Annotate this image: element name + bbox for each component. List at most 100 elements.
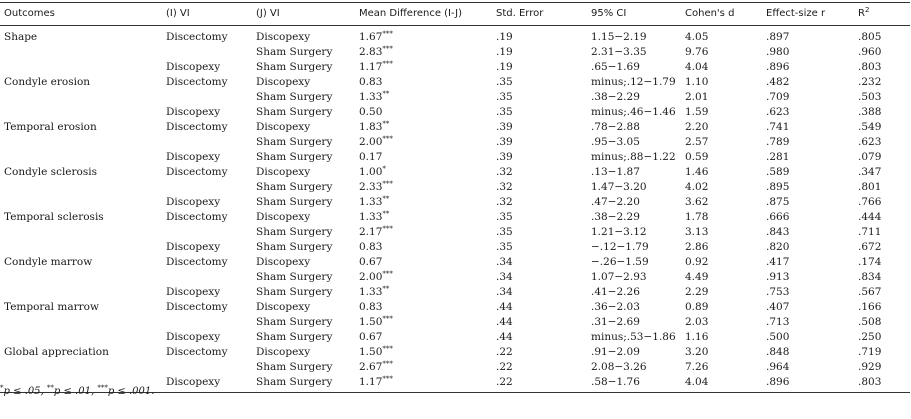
cell-mean-difference-value: 1.50 (359, 316, 383, 328)
cell-effect-size-r: .753 (762, 285, 854, 300)
cell-j-vi-value: Sham Surgery (256, 271, 333, 283)
cell-effect-size-r-value: .913 (766, 271, 790, 283)
cell-j-vi: Discopexy (252, 120, 355, 135)
cell-cohens-d-value: 1.16 (685, 331, 709, 343)
cell-j-vi-value: Sham Surgery (256, 286, 333, 298)
cell-mean-difference: 0.83 (355, 300, 492, 315)
cell-i-vi-value: Discopexy (166, 61, 221, 73)
cell-r-squared-value: .347 (858, 166, 882, 178)
cell-cohens-d: 0.59 (681, 150, 762, 165)
cell-j-vi: Sham Surgery (252, 270, 355, 285)
cell-j-vi: Discopexy (252, 345, 355, 360)
cell-ci-value: 1.47−3.20 (591, 181, 647, 193)
cell-std-error: .32 (492, 165, 587, 180)
table-row: Discopexy Sham Surgery 1.33** .32 .47−2.20 3.… (0, 195, 910, 210)
cell-j-vi-value: Sham Surgery (256, 106, 333, 118)
cell-mean-difference: 0.50 (355, 105, 492, 120)
cell-j-vi: Sham Surgery (252, 135, 355, 150)
cell-outcome-value: Temporal marrow (4, 301, 99, 313)
header-outcomes: Outcomes (0, 2, 162, 26)
cell-outcome: Global appreciation (0, 345, 162, 360)
cell-r-squared-value: .567 (858, 286, 882, 298)
table-row: Temporal erosion Discectomy Discopexy 1.83*… (0, 120, 910, 135)
cell-j-vi-value: Discopexy (256, 166, 311, 178)
cell-std-error-value: .22 (496, 346, 513, 358)
cell-r-squared-value: .174 (858, 256, 882, 268)
cell-r-squared: .232 (854, 75, 910, 90)
cell-cohens-d: 2.20 (681, 120, 762, 135)
cell-ci: .38−2.29 (587, 210, 681, 225)
cell-j-vi-value: Sham Surgery (256, 61, 333, 73)
cell-cohens-d: 7.26 (681, 360, 762, 375)
footnote-text-2: p ≤ .01, (53, 386, 98, 397)
cell-r-squared: .388 (854, 105, 910, 120)
cell-i-vi: Discopexy (162, 240, 252, 255)
cell-outcome (0, 180, 162, 195)
cell-j-vi: Discopexy (252, 26, 355, 46)
cell-j-vi: Sham Surgery (252, 225, 355, 240)
cell-mean-difference: 2.33*** (355, 180, 492, 195)
significance-marker: ** (382, 210, 390, 218)
cell-j-vi: Sham Surgery (252, 60, 355, 75)
cell-effect-size-r: .666 (762, 210, 854, 225)
cell-outcome (0, 375, 162, 393)
cell-mean-difference: 0.67 (355, 330, 492, 345)
cell-ci-value: minus;.12−1.79 (591, 76, 676, 88)
cell-effect-size-r-value: .964 (766, 361, 790, 373)
cell-std-error: .35 (492, 90, 587, 105)
cell-j-vi: Sham Surgery (252, 150, 355, 165)
cell-cohens-d: 0.89 (681, 300, 762, 315)
footnote-sig-3: *** (97, 384, 108, 392)
cell-mean-difference-value: 2.33 (359, 181, 383, 193)
cell-ci-value: .78−2.88 (591, 121, 640, 133)
cell-cohens-d: 4.04 (681, 60, 762, 75)
cell-std-error: .34 (492, 285, 587, 300)
table-row: Sham Surgery 1.50*** .44 .31−2.69 2.03 .713 .5… (0, 315, 910, 330)
cell-outcome (0, 105, 162, 120)
cell-std-error-value: .35 (496, 226, 513, 238)
cell-cohens-d-value: 4.04 (685, 61, 709, 73)
cell-ci-value: 1.15−2.19 (591, 31, 647, 43)
cell-r-squared: .805 (854, 26, 910, 46)
significance-marker: *** (382, 30, 393, 38)
cell-cohens-d: 1.16 (681, 330, 762, 345)
cell-effect-size-r: .417 (762, 255, 854, 270)
cell-cohens-d-value: 4.04 (685, 376, 709, 388)
cell-j-vi-value: Discopexy (256, 346, 311, 358)
cell-outcome (0, 360, 162, 375)
cell-std-error: .32 (492, 180, 587, 195)
cell-r-squared-value: .166 (858, 301, 882, 313)
cell-effect-size-r: .980 (762, 45, 854, 60)
cell-std-error-value: .22 (496, 376, 513, 388)
cell-j-vi: Sham Surgery (252, 315, 355, 330)
significance-marker: *** (382, 375, 393, 383)
cell-r-squared: .508 (854, 315, 910, 330)
cell-effect-size-r-value: .848 (766, 346, 790, 358)
footnote-sig-1: * (0, 384, 4, 392)
cell-ci-value: .31−2.69 (591, 316, 640, 328)
cell-outcome (0, 135, 162, 150)
cell-std-error: .34 (492, 270, 587, 285)
cell-ci-value: minus;.46−1.46 (591, 106, 676, 118)
cell-r-squared: .549 (854, 120, 910, 135)
cell-j-vi: Sham Surgery (252, 240, 355, 255)
cell-j-vi: Discopexy (252, 210, 355, 225)
cell-j-vi-value: Sham Surgery (256, 196, 333, 208)
cell-j-vi-value: Sham Surgery (256, 91, 333, 103)
cell-cohens-d-value: 4.05 (685, 31, 709, 43)
cell-ci: .95−3.05 (587, 135, 681, 150)
cell-effect-size-r-value: .589 (766, 166, 790, 178)
cell-cohens-d-value: 1.10 (685, 76, 709, 88)
cell-ci-value: .65−1.69 (591, 61, 640, 73)
cell-effect-size-r: .741 (762, 120, 854, 135)
cell-ci: .38−2.29 (587, 90, 681, 105)
cell-std-error-value: .39 (496, 136, 513, 148)
cell-outcome (0, 270, 162, 285)
cell-std-error-value: .22 (496, 361, 513, 373)
cell-ci-value: minus;.88−1.22 (591, 151, 676, 163)
cell-mean-difference-value: 2.67 (359, 361, 383, 373)
cell-i-vi (162, 135, 252, 150)
cell-ci: −.12−1.79 (587, 240, 681, 255)
cell-effect-size-r: .875 (762, 195, 854, 210)
cell-j-vi-value: Sham Surgery (256, 136, 333, 148)
